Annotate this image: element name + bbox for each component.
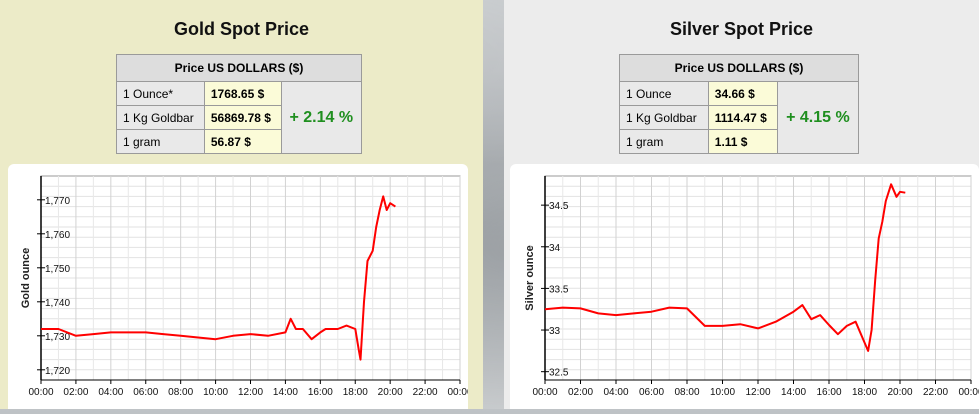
y-tick-label: 34.5 — [549, 201, 569, 212]
y-tick-label: 1,720 — [45, 366, 70, 377]
x-tick-label: 04:00 — [98, 387, 123, 398]
gold-price-table: Price US DOLLARS ($) 1 Ounce* 1768.65 $ … — [116, 54, 363, 154]
x-tick-label: 04:00 — [603, 387, 628, 398]
x-tick-label: 10:00 — [710, 387, 735, 398]
silver-panel: Silver Spot Price Price US DOLLARS ($) 1… — [504, 0, 979, 409]
y-tick-label: 34 — [549, 243, 561, 254]
x-tick-label: 06:00 — [639, 387, 664, 398]
y-tick-label: 1,750 — [45, 264, 70, 275]
x-tick-label: 20:00 — [378, 387, 403, 398]
silver-row-label: 1 Kg Goldbar — [619, 105, 709, 130]
gold-row-value: 56.87 $ — [203, 129, 282, 154]
gold-chart-container: 1,720 1,730 1,740 1,750 1,760 1,770 00:00 02:00… — [8, 164, 473, 409]
x-tick-label: 16:00 — [308, 387, 333, 398]
silver-title: Silver Spot Price — [669, 19, 814, 39]
y-tick-label: 32.5 — [549, 368, 569, 379]
x-tick-label: 02:00 — [63, 387, 88, 398]
x-tick-label: 12:00 — [745, 387, 770, 398]
gold-row-label: 1 gram — [116, 129, 205, 154]
gold-panel: Gold Spot Price Price US DOLLARS ($) 1 O… — [0, 0, 483, 409]
y-axis-label: Silver ounce — [524, 245, 536, 310]
gold-row-label: 1 Ounce* — [116, 81, 205, 106]
y-axis-label: Gold ounce — [20, 248, 32, 309]
silver-row-label: 1 gram — [619, 129, 709, 154]
y-tick-label: 1,730 — [45, 332, 70, 343]
y-tick-label: 1,770 — [45, 196, 70, 207]
gold-row-value: 56869.78 $ — [203, 105, 282, 130]
x-tick-label: 16:00 — [816, 387, 841, 398]
x-tick-label: 14:00 — [781, 387, 806, 398]
x-tick-label: 00:00 — [28, 387, 53, 398]
x-tick-label: 22:00 — [413, 387, 438, 398]
x-tick-label: 06:00 — [133, 387, 158, 398]
x-tick-label: 12:00 — [238, 387, 263, 398]
gold-chart: 1,720 1,730 1,740 1,750 1,760 1,770 00:00 02:00… — [20, 175, 473, 398]
x-tick-label: 00:00 — [958, 387, 979, 398]
y-tick-label: 1,740 — [45, 298, 70, 309]
silver-row-label: 1 Ounce — [619, 81, 709, 106]
x-tick-label: 02:00 — [568, 387, 593, 398]
x-tick-label: 18:00 — [852, 387, 877, 398]
gold-title: Gold Spot Price — [173, 19, 310, 39]
x-tick-label: 00:00 — [532, 387, 557, 398]
x-tick-label: 18:00 — [343, 387, 368, 398]
x-tick-label: 08:00 — [674, 387, 699, 398]
silver-table-header: Price US DOLLARS ($) — [619, 54, 859, 82]
y-tick-label: 1,760 — [45, 230, 70, 241]
x-tick-label: 14:00 — [273, 387, 298, 398]
silver-change: + 4.15 % — [776, 81, 860, 154]
price-series-line — [41, 195, 396, 361]
gold-row-value: 1768.65 $ — [203, 81, 282, 106]
gold-row-label: 1 Kg Goldbar — [116, 105, 205, 130]
x-tick-label: 20:00 — [887, 387, 912, 398]
silver-chart: 32.5 33 33.5 34 34.5 00:00 02:00 04:00 06:00 08:0… — [524, 175, 979, 398]
x-tick-label: 08:00 — [168, 387, 193, 398]
y-tick-label: 33 — [549, 326, 561, 337]
gold-change: + 2.14 % — [280, 81, 363, 154]
silver-row-value: 34.66 $ — [707, 81, 778, 106]
silver-row-value: 1.11 $ — [707, 129, 778, 154]
silver-price-table: Price US DOLLARS ($) 1 Ounce 34.66 $ + 4… — [619, 54, 860, 154]
price-series-line — [544, 183, 906, 352]
y-tick-label: 33.5 — [549, 284, 569, 295]
gold-table-header: Price US DOLLARS ($) — [116, 54, 362, 82]
silver-chart-container: 32.5 33 33.5 34 34.5 00:00 02:00 04:00 06:00 08:0… — [510, 164, 979, 409]
silver-row-value: 1114.47 $ — [707, 105, 778, 130]
x-tick-label: 10:00 — [203, 387, 228, 398]
x-tick-label: 00:00 — [447, 387, 468, 398]
x-tick-label: 22:00 — [923, 387, 948, 398]
